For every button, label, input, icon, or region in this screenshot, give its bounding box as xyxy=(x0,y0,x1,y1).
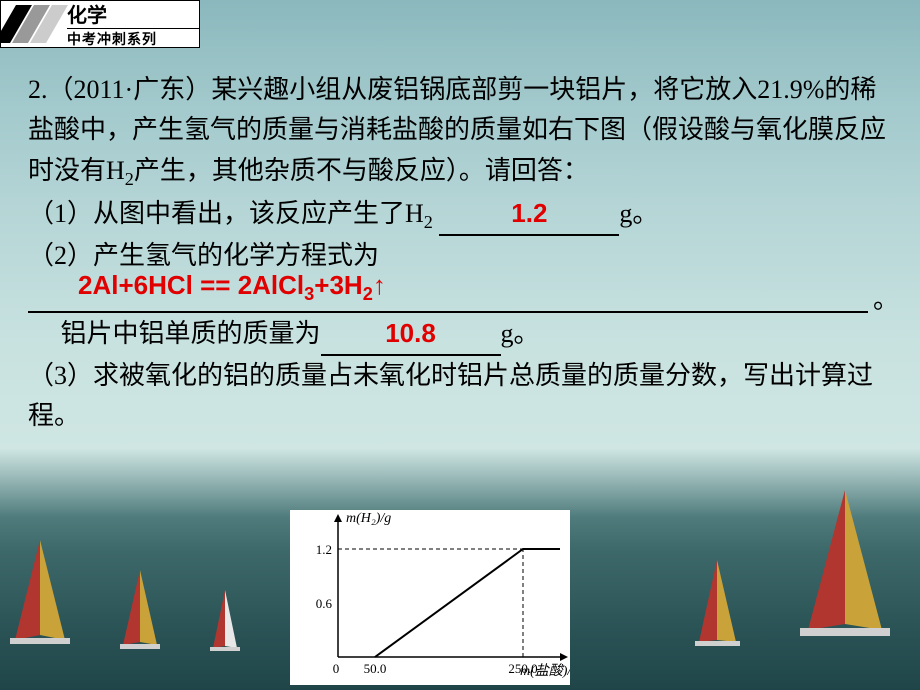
series-badge: 化学 中考冲刺系列 xyxy=(0,0,200,48)
sail-icon-2 xyxy=(120,570,160,660)
sail-icon-3 xyxy=(210,590,240,660)
svg-text:50.0: 50.0 xyxy=(364,661,387,676)
sail-icon-1 xyxy=(10,540,70,660)
sub-2a: 2 xyxy=(125,169,134,189)
badge-stripes-icon xyxy=(5,5,61,43)
period-1: 。 xyxy=(873,285,899,314)
svg-text:0: 0 xyxy=(333,661,340,676)
svg-text:0.6: 0.6 xyxy=(316,596,333,611)
q2-line2-b: g。 xyxy=(501,319,540,348)
answer-blank-3: 10.8 xyxy=(321,313,501,356)
q1-a: （1）从图中看出，该反应产生了H xyxy=(28,199,424,228)
answer-1: 1.2 xyxy=(511,198,547,228)
badge-series: 中考冲刺系列 xyxy=(67,29,199,49)
badge-text: 化学 中考冲刺系列 xyxy=(61,0,199,49)
q2-line2-a: 铝片中铝单质的质量为 xyxy=(61,319,321,348)
svg-text:m(H₂)/g: m(H₂)/g xyxy=(346,511,391,526)
q1-b: g。 xyxy=(619,199,658,228)
svg-text:m(盐酸)/g: m(盐酸)/g xyxy=(520,663,570,679)
sail-icon-4 xyxy=(695,560,740,660)
answer-blank-1: 1.2 xyxy=(439,193,619,236)
chart-svg: 0.61.2050.0250.0m(H₂)/gm(盐酸)/g xyxy=(290,510,570,685)
q3: （3）求被氧化的铝的质量占未氧化时铝片总质量的质量分数，写出计算过程。 xyxy=(28,361,873,430)
stem-part-b: 产生，其他杂质不与酸反应）。请回答： xyxy=(134,156,589,185)
problem-body: 2.（2011·广东）某兴趣小组从废铝锅底部剪一块铝片，将它放入21.9%的稀盐… xyxy=(28,70,898,437)
badge-subject: 化学 xyxy=(67,0,199,29)
h2-mass-chart: 0.61.2050.0250.0m(H₂)/gm(盐酸)/g xyxy=(290,510,570,685)
sail-icon-5 xyxy=(800,490,890,660)
answer-3: 10.8 xyxy=(385,318,436,348)
answer-blank-2: 2Al+6HCl == 2AlCl3+3H2↑ xyxy=(28,277,868,313)
svg-text:1.2: 1.2 xyxy=(316,542,332,557)
sub-2b: 2 xyxy=(424,212,433,232)
answer-2: 2Al+6HCl == 2AlCl3+3H2↑ xyxy=(78,265,386,308)
